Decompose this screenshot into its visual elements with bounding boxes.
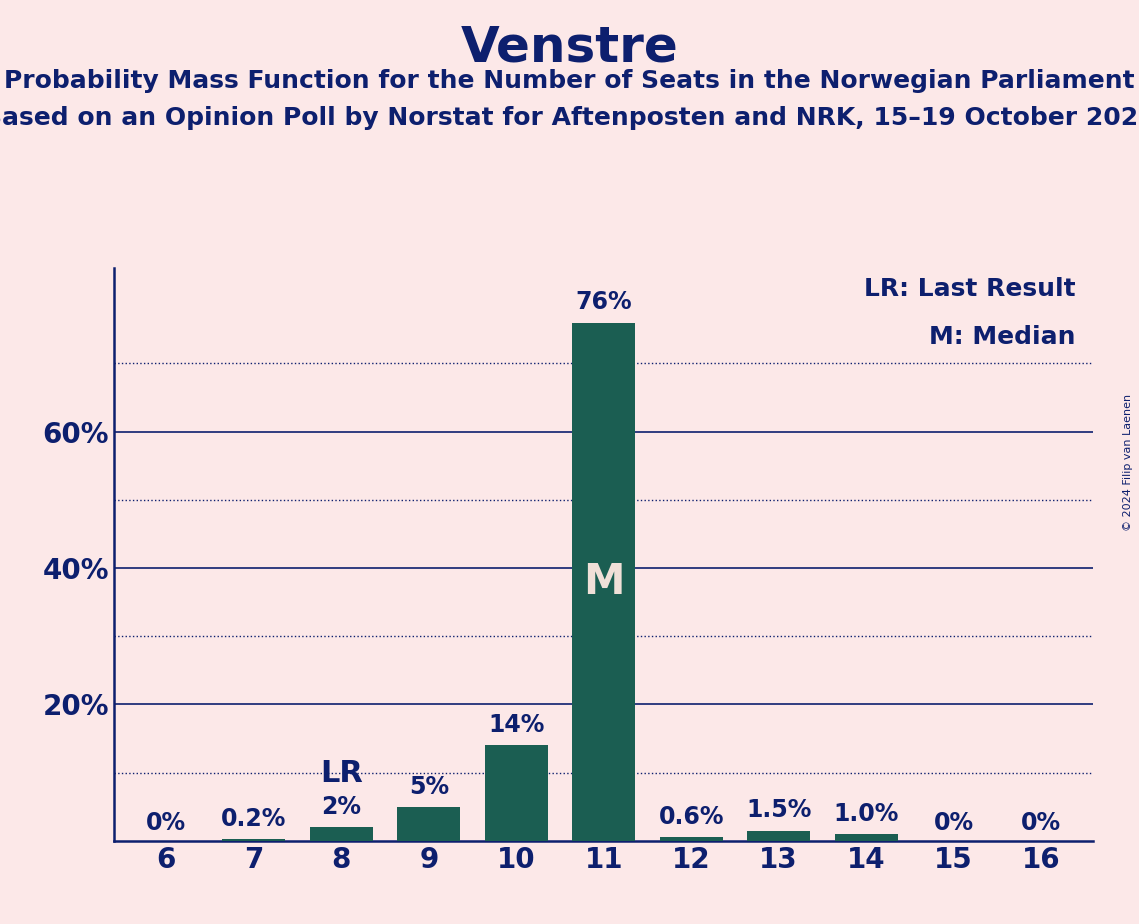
Text: Probability Mass Function for the Number of Seats in the Norwegian Parliament: Probability Mass Function for the Number… [5, 69, 1134, 93]
Text: 0%: 0% [1021, 811, 1062, 835]
Bar [485, 746, 548, 841]
Text: M: M [583, 561, 624, 602]
Text: 1.5%: 1.5% [746, 798, 811, 822]
Text: 5%: 5% [409, 774, 449, 798]
Text: M: Median: M: Median [929, 325, 1076, 349]
Bar [572, 322, 636, 841]
Text: 2%: 2% [321, 795, 361, 819]
Bar [398, 807, 460, 841]
Text: LR: LR [320, 760, 362, 788]
Bar [659, 837, 722, 841]
Text: Venstre: Venstre [460, 23, 679, 71]
Bar [835, 834, 898, 841]
Text: Based on an Opinion Poll by Norstat for Aftenposten and NRK, 15–19 October 2024: Based on an Opinion Poll by Norstat for … [0, 106, 1139, 130]
Text: 0.6%: 0.6% [658, 805, 724, 829]
Text: 0.2%: 0.2% [221, 808, 287, 832]
Text: LR: Last Result: LR: Last Result [865, 276, 1076, 300]
Bar [747, 831, 810, 841]
Text: 14%: 14% [487, 713, 544, 737]
Text: 0%: 0% [934, 811, 974, 835]
Text: © 2024 Filip van Laenen: © 2024 Filip van Laenen [1123, 394, 1133, 530]
Text: 1.0%: 1.0% [834, 802, 899, 826]
Text: 76%: 76% [575, 290, 632, 314]
Bar [310, 827, 372, 841]
Text: 0%: 0% [146, 811, 187, 835]
Bar [222, 840, 285, 841]
